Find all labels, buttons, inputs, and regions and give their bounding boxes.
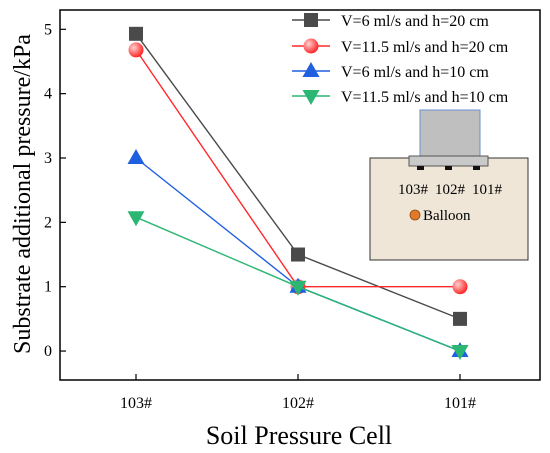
- legend-item: V=6 ml/s and h=10 cm: [292, 62, 489, 81]
- axes-frame: [59, 9, 541, 381]
- legend-marker-shape: [303, 38, 319, 54]
- x-axis-title: Soil Pressure Cell: [206, 421, 392, 450]
- y-tick-label: 1: [44, 279, 52, 296]
- y-tick-label: 0: [44, 343, 52, 360]
- legend-label-2: V=11.5 ml/s and h=20 cm: [341, 39, 509, 56]
- data-point: [451, 345, 469, 361]
- inset-sensor-103: [417, 166, 424, 170]
- inset-plate: [408, 155, 489, 167]
- inset-label-101: 101#: [472, 182, 503, 198]
- legend-label-1: V=6 ml/s and h=20 cm: [341, 13, 489, 30]
- legend-item: V=6 ml/s and h=20 cm: [292, 13, 489, 30]
- data-point: [129, 26, 143, 41]
- data-point: [128, 42, 144, 58]
- plot-frame: [59, 9, 541, 381]
- data-point: [291, 247, 305, 262]
- inset-diagram: 103# 102# 101# Balloon: [369, 109, 529, 261]
- legend: V=6 ml/s and h=20 cm V=11.5 ml/s and h=2…: [292, 13, 509, 106]
- inset-block: [419, 109, 481, 159]
- y-tick-label: 2: [44, 214, 52, 231]
- inset-sensor-101: [473, 166, 480, 170]
- inset-balloon-label: Balloon: [423, 208, 471, 224]
- legend-item: V=11.5 ml/s and h=20 cm: [292, 38, 509, 56]
- y-tick-label: 5: [44, 21, 52, 38]
- legend-marker-3: [302, 62, 320, 77]
- legend-marker-2: [303, 38, 319, 54]
- data-point: [452, 279, 468, 295]
- x-tick-label: 102#: [282, 395, 314, 412]
- data-point: [127, 211, 145, 227]
- legend-label-3: V=6 ml/s and h=10 cm: [341, 64, 489, 81]
- inset-sensor-102: [445, 166, 452, 170]
- inset-label-103: 103#: [398, 182, 429, 198]
- legend-marker-1: [304, 13, 318, 27]
- y-tick-label: 4: [44, 86, 52, 103]
- inset-balloon: [409, 209, 421, 221]
- data-point: [289, 280, 307, 296]
- series-layer: [127, 26, 469, 361]
- legend-marker-shape: [302, 90, 320, 105]
- series-4: [127, 211, 469, 361]
- data-point: [453, 311, 467, 326]
- inset-label-102: 102#: [435, 182, 466, 198]
- inset-soil: [369, 157, 529, 261]
- y-axis-title: Substrate additional pressure/kPa: [10, 34, 36, 354]
- series-1: [129, 26, 467, 326]
- y-axis-ticks: 0 1 2 3 4 5: [44, 21, 66, 360]
- legend-marker-shape: [304, 13, 318, 27]
- y-tick-label: 3: [44, 150, 52, 167]
- legend-item: V=11.5 ml/s and h=10 cm: [292, 89, 509, 106]
- data-point: [127, 149, 145, 164]
- x-tick-label: 103#: [120, 395, 152, 412]
- x-tick-label: 101#: [444, 395, 476, 412]
- legend-label-4: V=11.5 ml/s and h=10 cm: [341, 89, 509, 106]
- legend-marker-shape: [302, 62, 320, 77]
- x-axis-ticks: 103# 102# 101#: [120, 374, 476, 412]
- legend-marker-4: [302, 90, 320, 105]
